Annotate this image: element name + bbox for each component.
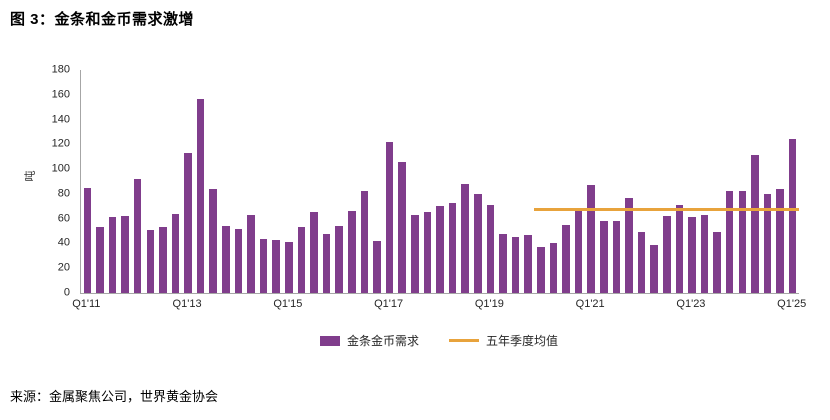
y-tick-label: 100	[51, 162, 70, 175]
bar	[83, 187, 92, 293]
bar	[159, 227, 167, 293]
bar	[436, 206, 444, 293]
bar	[700, 214, 709, 293]
bar	[688, 217, 696, 293]
bar	[625, 197, 633, 293]
y-axis: 0 20 40 60 80 100 120 140 160 180	[38, 64, 76, 298]
bar	[184, 153, 192, 293]
bar	[461, 183, 469, 293]
bar	[738, 191, 747, 293]
bar	[788, 139, 797, 293]
plot-area	[80, 70, 799, 294]
legend-item-line: 五年季度均值	[449, 332, 558, 349]
x-tick-label: Q1'13	[172, 298, 202, 310]
source-note: 来源：金属聚焦公司，世界黄金协会	[10, 389, 219, 404]
bar	[599, 221, 608, 293]
legend-bar-swatch-icon	[319, 335, 340, 346]
bar	[511, 237, 520, 293]
y-tick-label: 20	[57, 261, 70, 274]
bar	[247, 214, 255, 293]
bar	[536, 247, 545, 293]
x-tick-label: Q1'17	[374, 298, 404, 310]
bar	[448, 202, 457, 293]
bar	[121, 216, 129, 293]
bar	[562, 224, 570, 293]
bar	[499, 233, 507, 293]
bar	[423, 212, 432, 293]
y-tick-label: 40	[57, 236, 70, 249]
bar	[146, 229, 155, 293]
bar	[297, 227, 306, 293]
bar	[209, 188, 218, 293]
y-tick-label: 160	[51, 88, 70, 101]
y-tick-label: 60	[57, 212, 70, 225]
bar	[310, 212, 318, 293]
bar	[411, 214, 419, 293]
x-tick-label: Q1'11	[72, 298, 101, 310]
figure-title: 图 3：金条和金币需求激增	[10, 11, 195, 28]
bar	[751, 155, 759, 293]
bar	[360, 191, 369, 293]
bar	[385, 141, 394, 293]
y-tick-label: 0	[63, 286, 70, 299]
x-tick-label: Q1'25	[777, 298, 807, 310]
bar	[587, 185, 595, 293]
y-axis-title: 吨	[24, 170, 37, 182]
x-tick-label: Q1'21	[575, 298, 605, 310]
legend-item-bars: 金条金币需求	[319, 332, 419, 349]
bar	[725, 191, 734, 293]
y-tick-label: 120	[51, 137, 70, 150]
legend-line-label: 五年季度均值	[486, 334, 559, 348]
bar	[612, 221, 621, 293]
bar	[234, 228, 243, 293]
x-tick-label: Q1'23	[676, 298, 706, 310]
bar	[348, 211, 356, 293]
bar	[335, 226, 343, 293]
bar	[637, 232, 646, 293]
legend: 金条金币需求 五年季度均值	[80, 332, 798, 349]
bar	[650, 244, 658, 293]
bar	[222, 226, 230, 293]
x-tick-label: Q1'15	[273, 298, 303, 310]
legend-line-swatch-icon	[449, 339, 479, 342]
bar	[574, 211, 583, 293]
y-tick-label: 140	[51, 113, 70, 126]
bar	[322, 233, 331, 293]
bar	[474, 193, 482, 293]
bar	[549, 243, 558, 293]
legend-bar-label: 金条金币需求	[346, 334, 419, 348]
bar	[272, 239, 280, 293]
y-tick-label: 80	[57, 187, 70, 200]
average-line	[534, 208, 799, 211]
bar	[108, 217, 117, 293]
bar	[675, 205, 684, 293]
x-tick-label: Q1'19	[474, 298, 504, 310]
bar	[259, 238, 268, 293]
bar	[96, 227, 104, 293]
bar	[713, 232, 721, 293]
bar	[196, 98, 205, 293]
bar	[285, 242, 293, 293]
bar	[763, 193, 772, 293]
x-axis: Q1'11 Q1'13 Q1'15 Q1'17 Q1'19 Q1'21 Q1'23 Q1'25	[72, 298, 806, 314]
bar	[486, 205, 495, 293]
bar	[133, 179, 142, 293]
bar	[373, 240, 381, 293]
y-tick-label: 180	[51, 63, 70, 76]
bar	[398, 161, 406, 293]
bar	[171, 213, 180, 293]
bar	[776, 188, 784, 293]
bar	[524, 234, 532, 293]
bar	[662, 216, 671, 293]
